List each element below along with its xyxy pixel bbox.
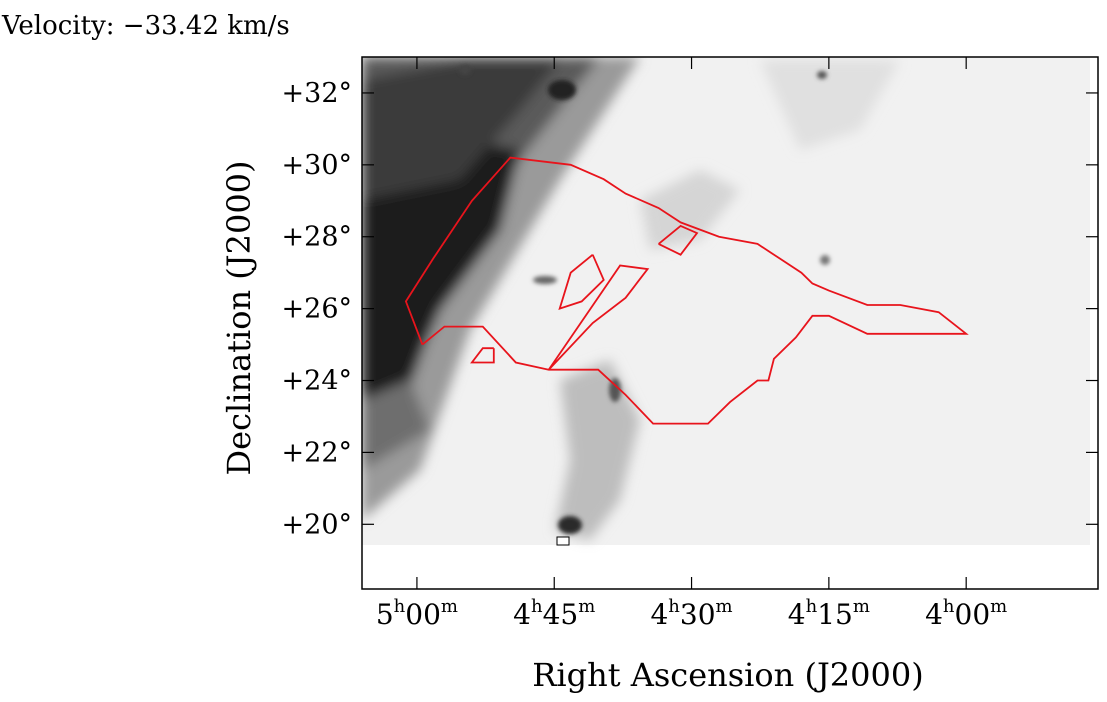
plot-frame — [361, 56, 1099, 590]
contour-line — [470, 347, 495, 364]
y-tick-label: +32° — [282, 78, 352, 109]
velocity-label: Velocity: −33.42 km/s — [1, 11, 290, 41]
y-tick-label: +22° — [282, 437, 352, 468]
x-tick-label: 4h15m — [788, 596, 870, 631]
x-tick-label: 4h45m — [513, 596, 595, 631]
x-axis-ticks: 5h00m 4h45m 4h30m 4h15m 4h00m — [376, 57, 1007, 631]
contour-line — [404, 156, 969, 425]
x-tick-label: 4h00m — [925, 596, 1007, 631]
contour-line — [658, 224, 699, 256]
contour-layer — [404, 156, 969, 425]
contour-line — [558, 254, 605, 310]
emission-image — [362, 57, 1090, 546]
y-tick-label: +26° — [282, 294, 352, 325]
y-tick-label: +30° — [282, 150, 352, 181]
x-tick-label: 5h00m — [376, 596, 458, 631]
x-axis-label: Right Ascension (J2000) — [532, 656, 923, 694]
y-tick-label: +28° — [282, 222, 352, 253]
y-axis-ticks: +20° +22° +24° +26° +28° +30° +32° — [282, 78, 1098, 540]
contour-line — [547, 264, 650, 371]
y-tick-label: +20° — [282, 509, 352, 540]
y-tick-label: +24° — [282, 366, 352, 397]
y-axis-label: Declination (J2000) — [220, 160, 258, 475]
x-tick-label: 4h30m — [650, 596, 732, 631]
